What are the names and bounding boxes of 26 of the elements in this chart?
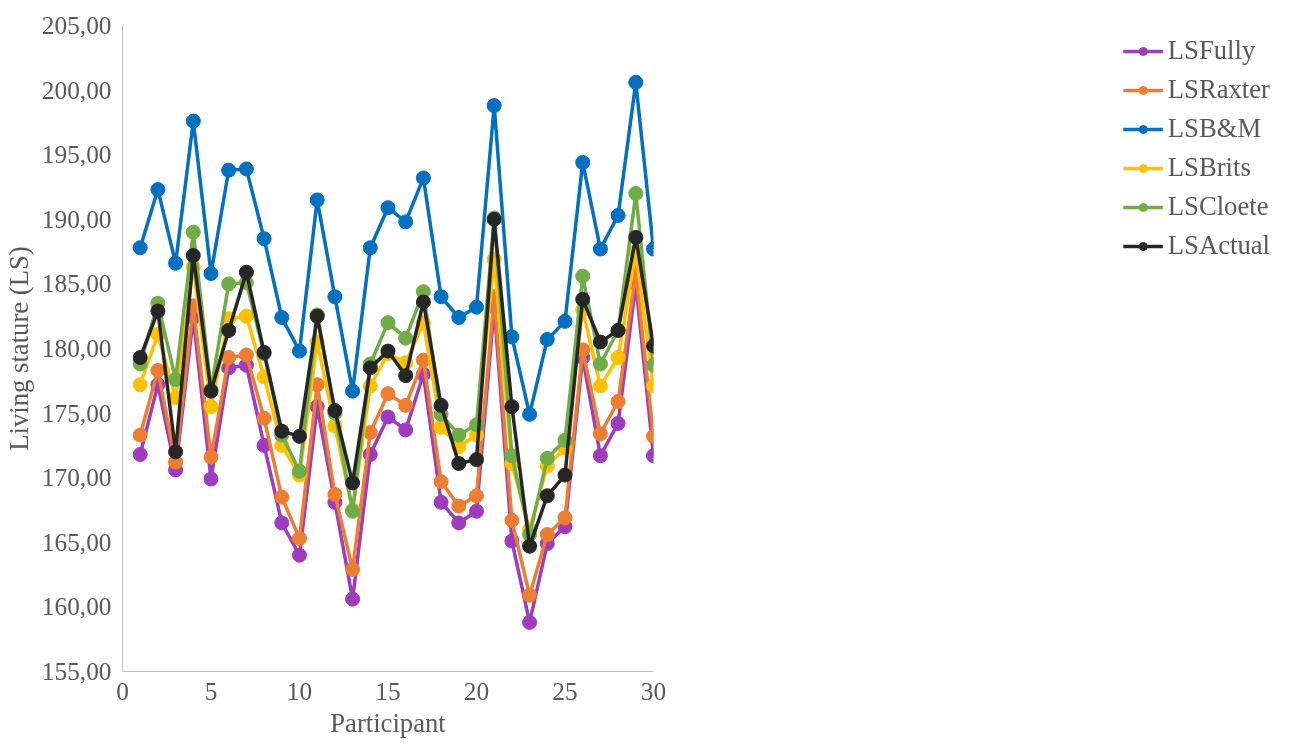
y-tick-label: 200,00 xyxy=(41,75,112,104)
x-tick-label: 10 xyxy=(286,676,313,705)
y-tick-label: 185,00 xyxy=(41,269,112,298)
x-tick-label: 25 xyxy=(552,676,578,705)
y-tick-label: 155,00 xyxy=(41,657,112,685)
x-tick-label: 0 xyxy=(116,676,129,705)
y-tick-label: 175,00 xyxy=(41,398,112,427)
legend-label: LSActual xyxy=(1167,230,1270,261)
y-tick-label: 205,00 xyxy=(41,11,112,39)
x-tick-label: 15 xyxy=(375,676,401,705)
x-tick-label: 5 xyxy=(204,676,218,705)
legend-label: LSFully xyxy=(1167,35,1256,66)
legend-label: LSRaxter xyxy=(1167,74,1270,105)
y-tick-label: 190,00 xyxy=(41,204,112,233)
y-axis-title: Living stature (LS) xyxy=(3,246,34,451)
x-tick-label: 30 xyxy=(640,676,667,705)
x-tick-label: 20 xyxy=(463,676,490,705)
legend-label: LSCloete xyxy=(1167,191,1269,222)
y-tick-label: 160,00 xyxy=(41,592,112,621)
x-axis-title: Participant xyxy=(330,707,447,738)
y-tick-label: 170,00 xyxy=(41,463,112,492)
y-tick-label: 195,00 xyxy=(41,140,112,169)
y-tick-label: 180,00 xyxy=(41,334,112,362)
legend-label: LSBrits xyxy=(1167,152,1251,183)
legend-label: LSB&M xyxy=(1167,113,1262,144)
y-tick-label: 165,00 xyxy=(41,527,112,556)
